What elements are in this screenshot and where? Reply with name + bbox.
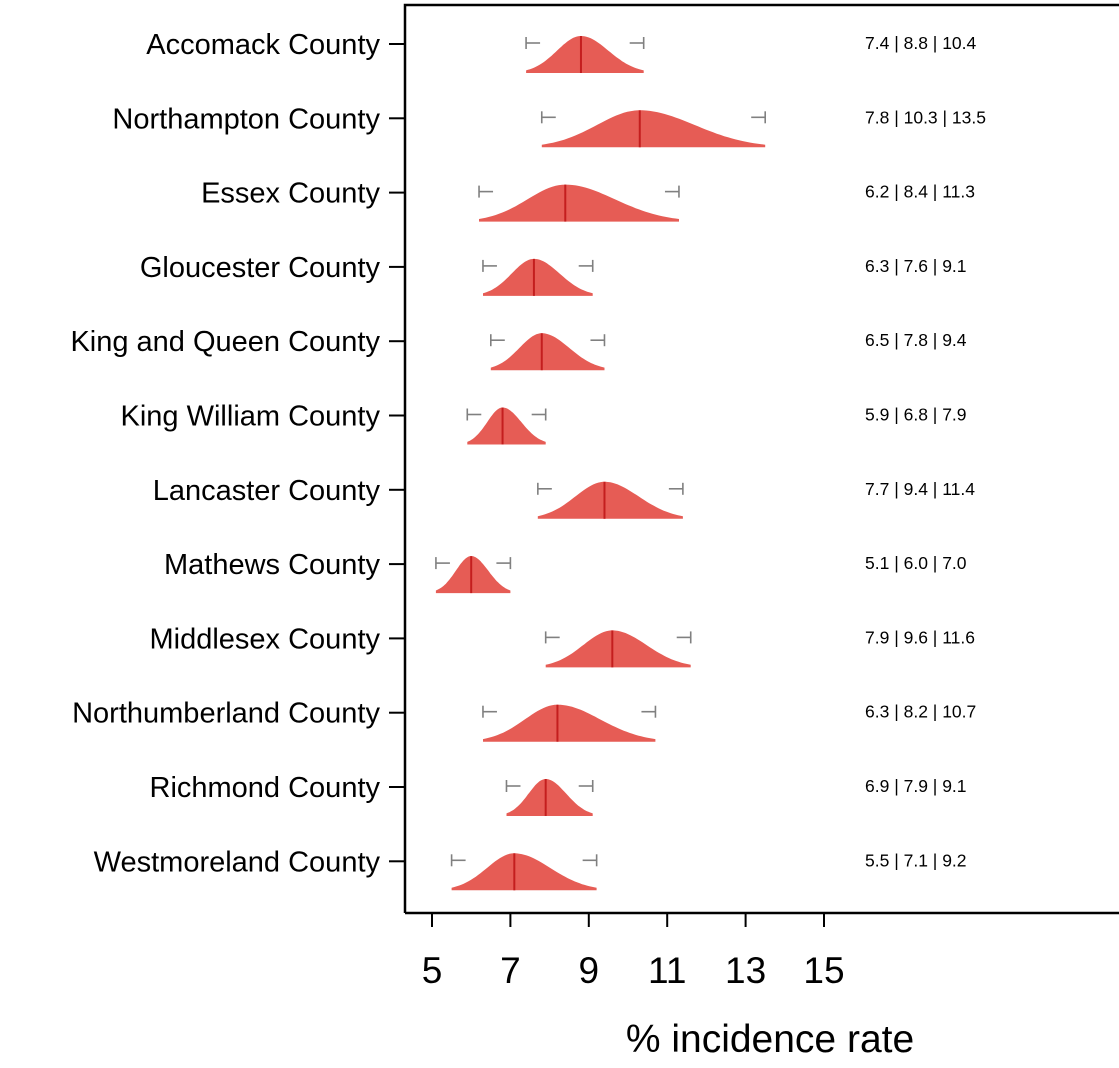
- value-label: 6.3 | 8.2 | 10.7: [865, 702, 976, 722]
- plot-frame: [403, 3, 1119, 913]
- density-shape: [537, 481, 683, 519]
- value-label: 7.7 | 9.4 | 11.4: [865, 479, 975, 499]
- county-row: Mathews County 5.1 | 6.0 | 7.0: [164, 549, 967, 594]
- value-label: 7.9 | 9.6 | 11.6: [865, 627, 975, 647]
- county-label: Mathews County: [164, 549, 380, 581]
- density-shape: [435, 556, 511, 594]
- county-label: Northampton County: [112, 103, 380, 135]
- x-axis-title: % incidence rate: [626, 1018, 914, 1061]
- value-label: 5.1 | 6.0 | 7.0: [865, 553, 967, 573]
- density-shape: [545, 630, 691, 668]
- value-label: 7.4 | 8.8 | 10.4: [865, 33, 977, 53]
- county-row: King and Queen County 6.5 | 7.8 | 9.4: [70, 326, 967, 371]
- county-label: King William County: [121, 401, 381, 433]
- value-label: 5.5 | 7.1 | 9.2: [865, 850, 967, 870]
- density-shape: [526, 36, 644, 73]
- value-label: 6.9 | 7.9 | 9.1: [865, 776, 967, 796]
- county-row: Essex County 6.2 | 8.4 | 11.3: [201, 178, 975, 222]
- density-shape: [479, 184, 679, 222]
- county-row: Accomack County 7.4 | 8.8 | 10.4: [146, 29, 977, 73]
- county-row: Lancaster County 7.7 | 9.4 | 11.4: [153, 475, 975, 519]
- county-row: Northumberland County 6.3 | 8.2 | 10.7: [72, 698, 976, 742]
- x-tick-label: 15: [803, 950, 844, 991]
- county-label: Essex County: [201, 178, 380, 210]
- county-row: Richmond County 6.9 | 7.9 | 9.1: [150, 772, 967, 816]
- density-shape: [483, 704, 656, 742]
- county-label: Accomack County: [146, 29, 380, 61]
- county-row: King William County 5.9 | 6.8 | 7.9: [121, 401, 967, 445]
- chart-rows: Accomack County 7.4 | 8.8 | 10.4 Northampt…: [70, 29, 986, 891]
- density-shape: [467, 407, 546, 445]
- county-row: Northampton County 7.8 | 10.3 | 13.5: [112, 103, 986, 148]
- value-label: 6.5 | 7.8 | 9.4: [865, 330, 967, 350]
- county-label: King and Queen County: [70, 326, 380, 358]
- x-tick-label: 11: [648, 950, 686, 991]
- value-label: 6.2 | 8.4 | 11.3: [865, 182, 975, 202]
- county-label: Gloucester County: [140, 252, 381, 284]
- county-row: Middlesex County 7.9 | 9.6 | 11.6: [150, 623, 975, 668]
- county-label: Northumberland County: [72, 698, 380, 730]
- x-tick-label: 5: [422, 950, 443, 991]
- density-shape: [490, 333, 605, 371]
- density-shape: [451, 853, 597, 891]
- x-tick-label: 7: [500, 950, 521, 991]
- county-label: Westmoreland County: [94, 846, 381, 878]
- density-shape: [483, 258, 593, 296]
- county-label: Middlesex County: [150, 623, 381, 655]
- county-label: Richmond County: [150, 772, 381, 804]
- county-label: Lancaster County: [153, 475, 381, 507]
- value-label: 5.9 | 6.8 | 7.9: [865, 405, 967, 425]
- value-label: 6.3 | 7.6 | 9.1: [865, 256, 967, 276]
- x-tick-label: 9: [579, 950, 600, 991]
- county-row: Westmoreland County 5.5 | 7.1 | 9.2: [94, 846, 967, 891]
- density-shape: [506, 779, 593, 816]
- county-row: Gloucester County 6.3 | 7.6 | 9.1: [140, 252, 967, 296]
- value-label: 7.8 | 10.3 | 13.5: [865, 107, 986, 127]
- chart-axes: 5 7 9 11 13 15: [403, 3, 1119, 991]
- x-tick-label: 13: [725, 950, 766, 991]
- density-shape: [541, 110, 766, 148]
